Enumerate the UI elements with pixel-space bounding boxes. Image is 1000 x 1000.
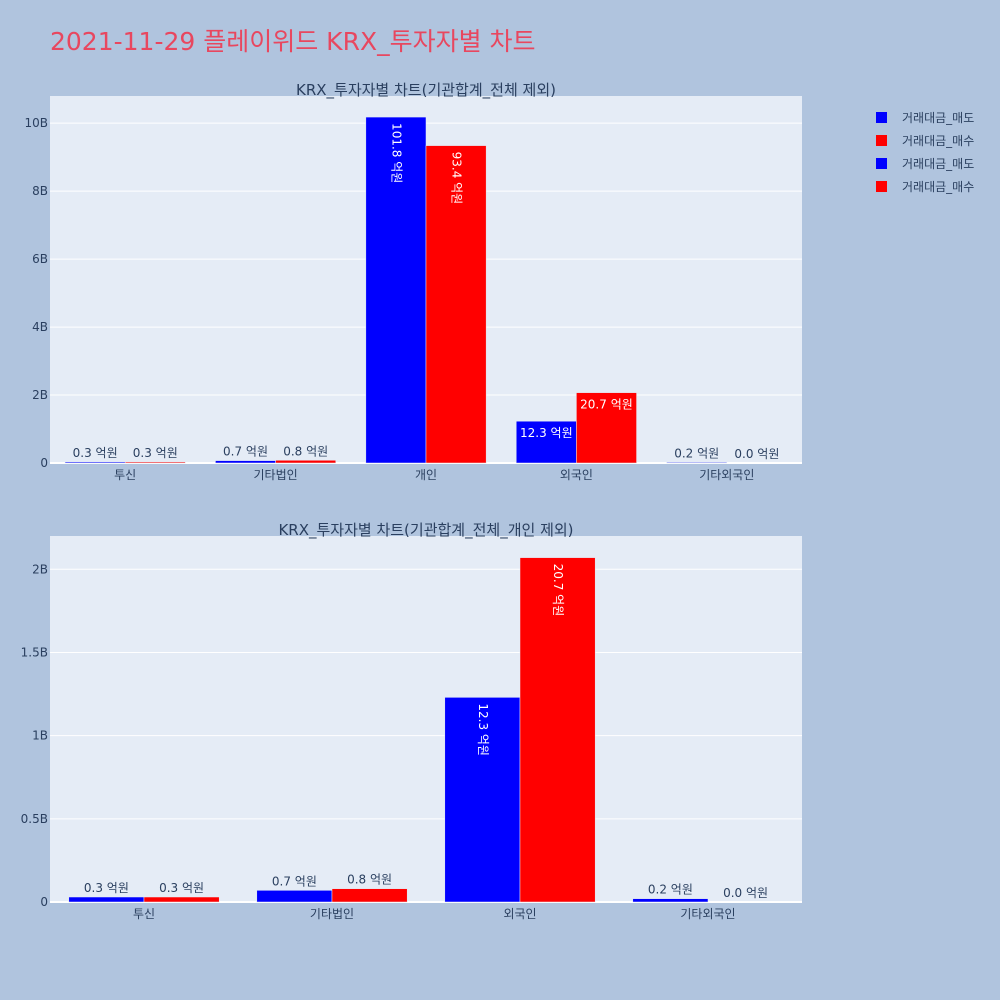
data-label: 20.7 억원 <box>551 564 565 617</box>
legend-swatch-sell <box>876 112 887 123</box>
bar <box>275 460 337 464</box>
legend-item[interactable]: 거래대금_매수 <box>876 129 974 152</box>
x-tick-label: 기타법인 <box>254 468 298 482</box>
data-label: 12.3 억원 <box>476 703 490 756</box>
data-label: 20.7 억원 <box>580 398 633 412</box>
legend-item[interactable]: 거래대금_매도 <box>876 152 974 175</box>
legend-item[interactable]: 거래대금_매도 <box>876 106 974 129</box>
data-label: 0.7 억원 <box>272 874 317 888</box>
bar-chart-top: KRX_투자자별 차트(기관합계_전체 제외) 0 2B 4B 6B 8B 10B 투신 0.3… <box>24 81 802 482</box>
legend-label: 거래대금_매수 <box>902 180 975 194</box>
legend: 거래대금_매도 거래대금_매수 거래대금_매도 거래대금_매수 <box>876 106 974 198</box>
x-tick-label: 투신 <box>114 468 136 482</box>
data-label: 0.2 억원 <box>674 446 719 460</box>
data-label: 0.3 억원 <box>133 446 178 460</box>
bar <box>425 145 487 464</box>
y-tick-label: 2B <box>32 562 48 576</box>
legend-swatch-sell <box>876 158 887 169</box>
y-tick-label: 0 <box>40 895 48 909</box>
chart-title: KRX_투자자별 차트(기관합계_전체 제외) <box>296 81 556 100</box>
bar <box>666 462 728 464</box>
data-label: 12.3 억원 <box>520 426 573 440</box>
data-label: 101.8 억원 <box>389 123 403 183</box>
y-tick-label: 1.5B <box>21 645 48 659</box>
x-tick-label: 외국인 <box>560 468 593 482</box>
data-label: 0.3 억원 <box>159 881 204 895</box>
x-tick-label: 투신 <box>133 907 155 921</box>
data-label: 0.3 억원 <box>73 446 118 460</box>
data-label: 0.8 억원 <box>283 444 328 458</box>
legend-swatch-buy <box>876 135 887 146</box>
plot-area <box>50 536 802 902</box>
legend-swatch-buy <box>876 181 887 192</box>
bar <box>64 461 126 464</box>
bar <box>124 461 186 464</box>
bar <box>365 116 427 464</box>
page-title: 2021-11-29 플레이위드 KRX_투자자별 차트 <box>50 27 536 56</box>
data-label: 0.3 억원 <box>84 881 129 895</box>
x-tick-label: 외국인 <box>503 907 536 921</box>
bar <box>576 392 637 464</box>
y-tick-label: 0.5B <box>21 812 48 826</box>
bar <box>519 557 596 903</box>
data-label: 0.0 억원 <box>734 447 779 461</box>
bar <box>256 890 333 903</box>
bar <box>143 896 220 903</box>
bar <box>68 896 145 903</box>
legend-item[interactable]: 거래대금_매수 <box>876 175 974 198</box>
y-tick-label: 4B <box>32 320 48 334</box>
bar <box>331 888 408 903</box>
data-label: 0.7 억원 <box>223 445 268 459</box>
data-label: 0.0 억원 <box>723 886 768 900</box>
bar <box>215 460 276 464</box>
y-tick-label: 8B <box>32 184 48 198</box>
bar-chart-bottom: KRX_투자자별 차트(기관합계_전체_개인 제외) 0 0.5B 1B 1.5B 2B 투… <box>21 521 802 921</box>
legend-label: 거래대금_매도 <box>902 111 975 125</box>
y-tick-label: 0 <box>40 456 48 470</box>
y-tick-label: 6B <box>32 252 48 266</box>
legend-label: 거래대금_매도 <box>902 157 975 171</box>
data-label: 93.4 억원 <box>450 152 464 205</box>
x-tick-label: 개인 <box>415 468 437 482</box>
y-tick-label: 2B <box>32 388 48 402</box>
x-tick-label: 기타법인 <box>310 907 354 921</box>
x-tick-label: 기타외국인 <box>680 907 735 921</box>
data-label: 0.8 억원 <box>347 873 392 887</box>
y-tick-label: 1B <box>32 729 48 743</box>
chart-title: KRX_투자자별 차트(기관합계_전체_개인 제외) <box>278 521 573 540</box>
legend-label: 거래대금_매수 <box>902 134 975 148</box>
bar <box>632 898 709 903</box>
y-tick-label: 10B <box>24 116 48 130</box>
data-label: 0.2 억원 <box>648 883 693 897</box>
x-tick-label: 기타외국인 <box>699 468 754 482</box>
bar <box>515 420 577 464</box>
